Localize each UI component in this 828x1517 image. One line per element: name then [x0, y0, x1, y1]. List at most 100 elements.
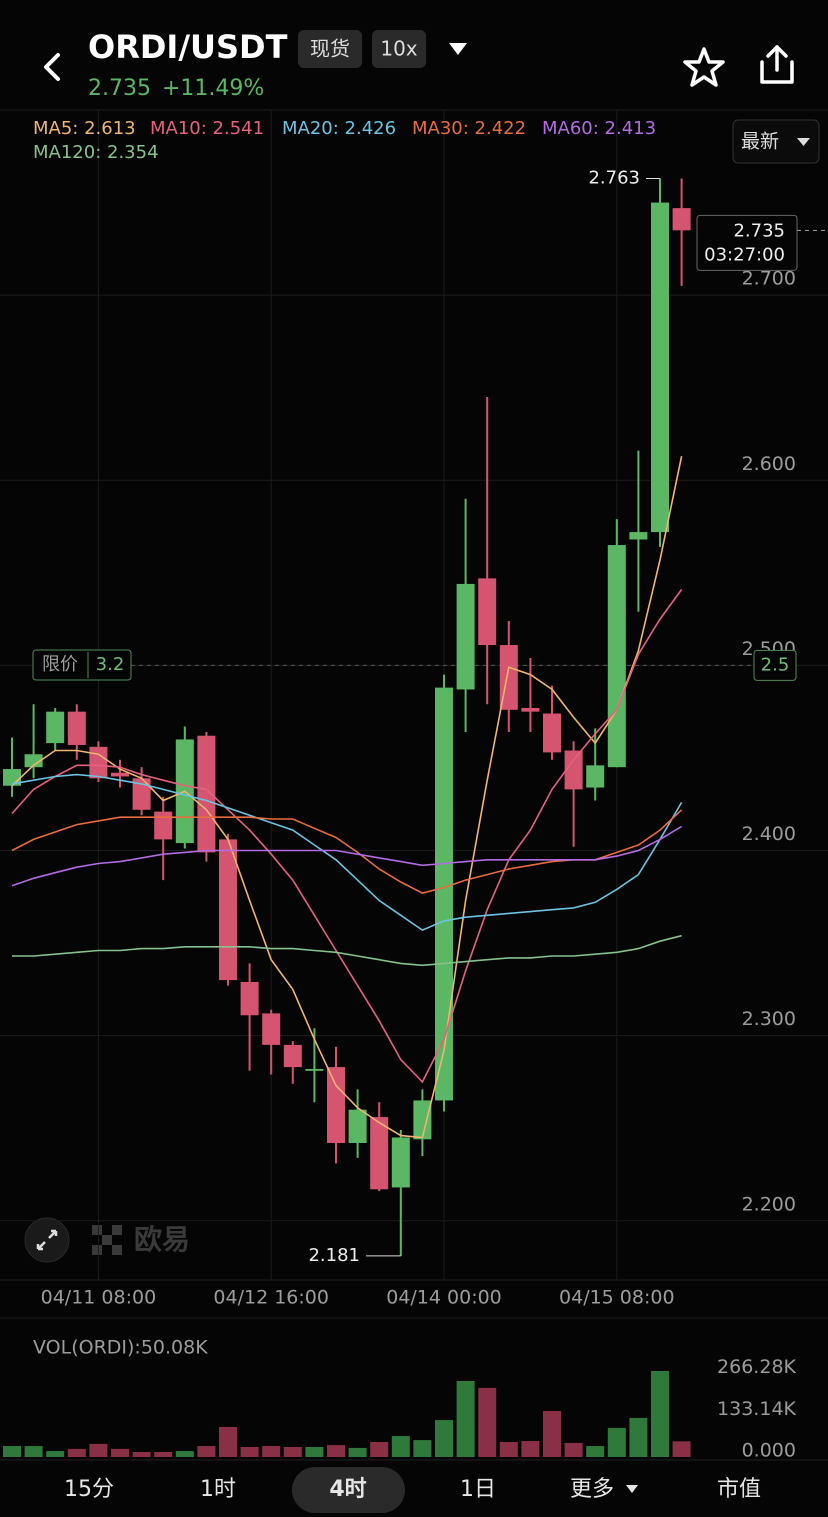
candle-body: [262, 1013, 281, 1045]
volume-tick-label: 266.28K: [717, 1356, 796, 1378]
volume-bar: [607, 1427, 626, 1457]
more-arrow: [626, 1485, 638, 1493]
volume-bar: [651, 1370, 669, 1457]
volume-bar: [521, 1441, 540, 1457]
candle-body: [456, 583, 475, 690]
candle-body: [305, 1068, 324, 1071]
watermark-text: 欧易: [134, 1223, 190, 1256]
candle-body: [370, 1117, 389, 1190]
candle-body: [111, 772, 129, 777]
y-tick-label: 2.400: [742, 823, 796, 845]
candle-body: [132, 778, 151, 810]
volume-bar: [413, 1440, 432, 1457]
volume-bar: [370, 1441, 389, 1457]
tab-selected[interactable]: 4时: [329, 1477, 366, 1502]
ma-line: [11, 809, 683, 894]
volume-bar: [564, 1442, 583, 1457]
fullscreen-icon: [36, 1229, 58, 1251]
volume-bar: [327, 1445, 345, 1457]
limit-box[interactable]: [32, 649, 132, 681]
volume-bar: [154, 1451, 173, 1457]
limit-label: 限价: [42, 654, 78, 675]
back-button[interactable]: [44, 53, 60, 81]
tab[interactable]: 1时: [200, 1477, 236, 1502]
market-badge: [298, 30, 362, 68]
price-mode-label: 最新: [741, 131, 779, 153]
candle-body: [219, 839, 237, 981]
tab[interactable]: 市值: [717, 1477, 761, 1502]
legend-entry: MA60: 2.413: [542, 118, 656, 139]
x-tick-label: 04/15 08:00: [559, 1287, 675, 1309]
y-tick-label: 2.200: [742, 1193, 796, 1215]
legend-entry: MA120: 2.354: [33, 142, 159, 163]
ma-line: [12, 934, 682, 967]
volume-bar: [348, 1447, 367, 1457]
ma-line: [11, 773, 683, 932]
limit-axis-value: 2.5: [761, 654, 790, 675]
volume-bar: [435, 1420, 453, 1457]
volume-bar: [111, 1448, 129, 1457]
last-price: 2.735: [733, 220, 785, 241]
watermark-logo: [92, 1225, 122, 1255]
x-tick-label: 04/12 16:00: [213, 1287, 329, 1309]
selected-tab-pill: [292, 1467, 405, 1513]
candle-body: [197, 735, 216, 853]
volume-bar: [305, 1446, 324, 1457]
volume-bar: [175, 1451, 194, 1457]
candle-body: [154, 811, 173, 840]
last-price-tag: [696, 214, 798, 271]
volume-bar: [89, 1443, 108, 1457]
leverage-label: 10x: [380, 37, 417, 61]
market-label: 现货: [310, 37, 350, 61]
volume-bar: [132, 1451, 151, 1457]
legend-entry: MA5: 2.613: [33, 118, 136, 139]
candle-body: [348, 1109, 367, 1144]
ma-line: [11, 589, 683, 1084]
volume-bar: [391, 1436, 410, 1457]
high-label: 2.763: [588, 167, 640, 188]
tab[interactable]: 1日: [460, 1477, 496, 1502]
limit-axis-box: [753, 649, 797, 681]
y-tick-label: 2.700: [742, 268, 796, 290]
candle-body: [435, 687, 453, 1101]
candle-body: [391, 1137, 410, 1188]
ma-line: [11, 456, 683, 1139]
legend-entry: MA20: 2.426: [282, 118, 396, 139]
candle-body: [629, 532, 648, 540]
limit-order: 限价 3.2: [32, 649, 132, 681]
candle-body: [46, 711, 65, 744]
candle-body: [240, 981, 259, 1016]
candle-body: [543, 713, 561, 753]
candle-body: [672, 208, 691, 231]
volume-bar: [672, 1441, 691, 1457]
volume-bar: [262, 1446, 281, 1457]
header-price: 2.735: [88, 76, 151, 101]
pair-dropdown[interactable]: [449, 43, 467, 55]
volume-bar: [3, 1446, 21, 1457]
y-tick-label: 2.600: [742, 453, 796, 475]
volume-title: VOL(ORDI):50.08K: [33, 1337, 208, 1359]
candle-body: [413, 1100, 432, 1140]
volume-tick-label: 133.14K: [717, 1398, 796, 1420]
share-button[interactable]: [760, 45, 794, 84]
candle-body: [89, 746, 108, 779]
fullscreen-button[interactable]: [24, 1217, 70, 1263]
favorite-button[interactable]: [683, 47, 725, 87]
leverage-badge: [372, 30, 426, 68]
volume-bar: [24, 1446, 43, 1457]
price-mode-arrow: [797, 138, 810, 146]
volume-bar: [67, 1448, 86, 1457]
pair-title[interactable]: ORDI/USDT: [88, 28, 288, 66]
price-mode-select[interactable]: [732, 119, 820, 164]
candle-body: [564, 750, 583, 790]
tab[interactable]: 更多: [570, 1477, 614, 1502]
tab[interactable]: 15分: [64, 1477, 114, 1502]
candle-body: [67, 711, 86, 745]
candle-countdown: 03:27:00: [704, 244, 785, 265]
volume-bar: [478, 1387, 497, 1457]
limit-value: 3.2: [96, 654, 125, 675]
candle-body: [283, 1044, 302, 1068]
volume-bar: [240, 1446, 259, 1457]
